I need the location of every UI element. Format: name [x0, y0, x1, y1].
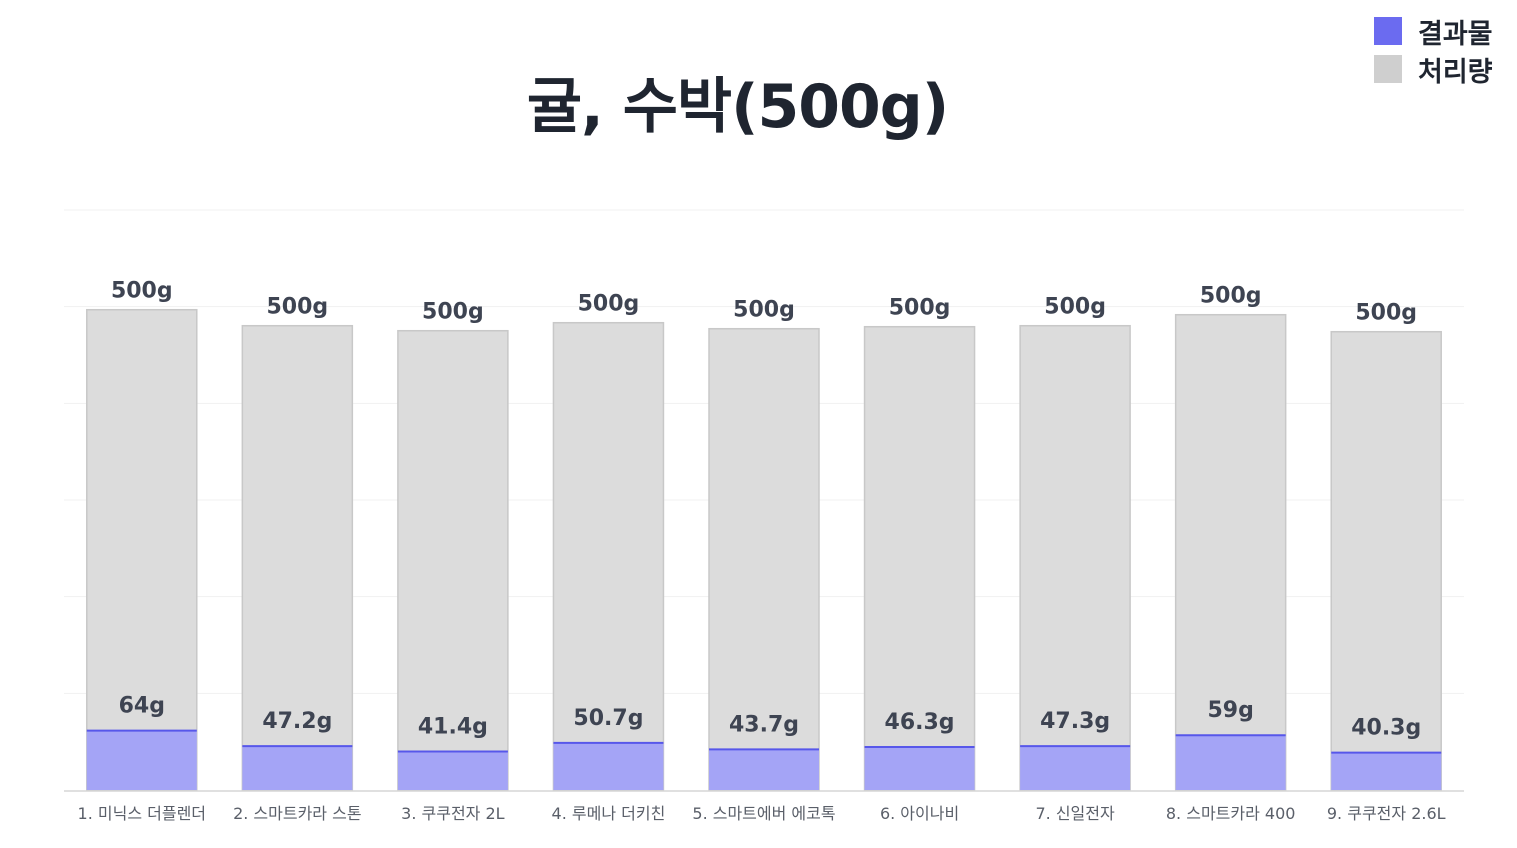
- x-tick-label: 5. 스마트에버 에코톡: [692, 804, 835, 823]
- value-label-throughput: 500g: [1044, 295, 1106, 320]
- legend: 결과물 처리량: [1374, 12, 1493, 88]
- value-label-result: 47.3g: [1040, 709, 1110, 734]
- value-label-throughput: 500g: [889, 296, 951, 321]
- legend-item-result: 결과물: [1374, 12, 1493, 50]
- value-label-throughput: 500g: [111, 279, 173, 304]
- bar-result: [242, 746, 353, 790]
- x-tick-label: 8. 스마트카라 400: [1166, 804, 1296, 823]
- x-tick-label: 6. 아이나비: [880, 804, 959, 823]
- value-label-result: 46.3g: [885, 710, 955, 735]
- value-label-result: 50.7g: [573, 706, 643, 731]
- bar-result: [397, 751, 508, 790]
- bar-throughput: [708, 327, 820, 791]
- legend-label-result: 결과물: [1418, 18, 1493, 50]
- legend-item-throughput: 처리량: [1374, 50, 1493, 88]
- bar-result: [553, 742, 664, 790]
- bar-result: [1331, 752, 1442, 790]
- value-label-result: 41.4g: [418, 715, 488, 740]
- x-tick-label: 4. 루메나 더키친: [552, 804, 666, 823]
- chart-title: 귤, 수박(500g): [526, 72, 949, 142]
- value-label-result: 40.3g: [1351, 716, 1421, 741]
- value-labels: 500g 64g 500g 47.2g 500g 41.4g 500g 50.7g 500g 43…: [111, 279, 1421, 741]
- bar-result: [86, 730, 197, 790]
- value-label-result: 47.2g: [262, 709, 332, 734]
- x-axis-tick-labels: 1. 미닉스 더플렌더 2. 스마트카라 스톤 3. 쿠쿠전자 2L 4. 루메나 더…: [78, 804, 1446, 823]
- value-label-result: 59g: [1207, 698, 1253, 723]
- value-label-throughput: 500g: [1200, 284, 1262, 309]
- bar-throughput: [863, 325, 976, 791]
- x-tick-label: 1. 미닉스 더플렌더: [78, 804, 206, 823]
- value-label-throughput: 500g: [578, 292, 640, 317]
- value-label-throughput: 500g: [1355, 301, 1417, 326]
- x-tick-label: 7. 신일전자: [1035, 804, 1115, 823]
- bar-throughput: [1019, 324, 1131, 791]
- bar-throughput: [86, 308, 198, 791]
- bar-result: [864, 747, 975, 790]
- bars: [86, 308, 1442, 791]
- legend-swatch-throughput: [1374, 55, 1402, 83]
- legend-swatch-result: [1374, 17, 1402, 45]
- value-label-result: 64g: [119, 694, 165, 719]
- x-tick-label: 3. 쿠쿠전자 2L: [401, 804, 504, 823]
- bar-result: [709, 749, 819, 790]
- value-label-throughput: 500g: [266, 295, 328, 320]
- x-tick-label: 9. 쿠쿠전자 2.6L: [1327, 804, 1446, 823]
- value-label-throughput: 500g: [733, 298, 795, 323]
- x-tick-label: 2. 스마트카라 스톤: [233, 804, 361, 823]
- bar-throughput: [397, 329, 509, 791]
- bar-throughput: [1330, 330, 1442, 791]
- legend-label-throughput: 처리량: [1418, 56, 1493, 88]
- value-label-result: 43.7g: [729, 712, 799, 737]
- bar-result: [1175, 735, 1286, 790]
- bar-throughput: [552, 321, 665, 791]
- bar-result: [1020, 746, 1131, 790]
- bar-throughput: [241, 324, 354, 791]
- value-label-throughput: 500g: [422, 300, 484, 325]
